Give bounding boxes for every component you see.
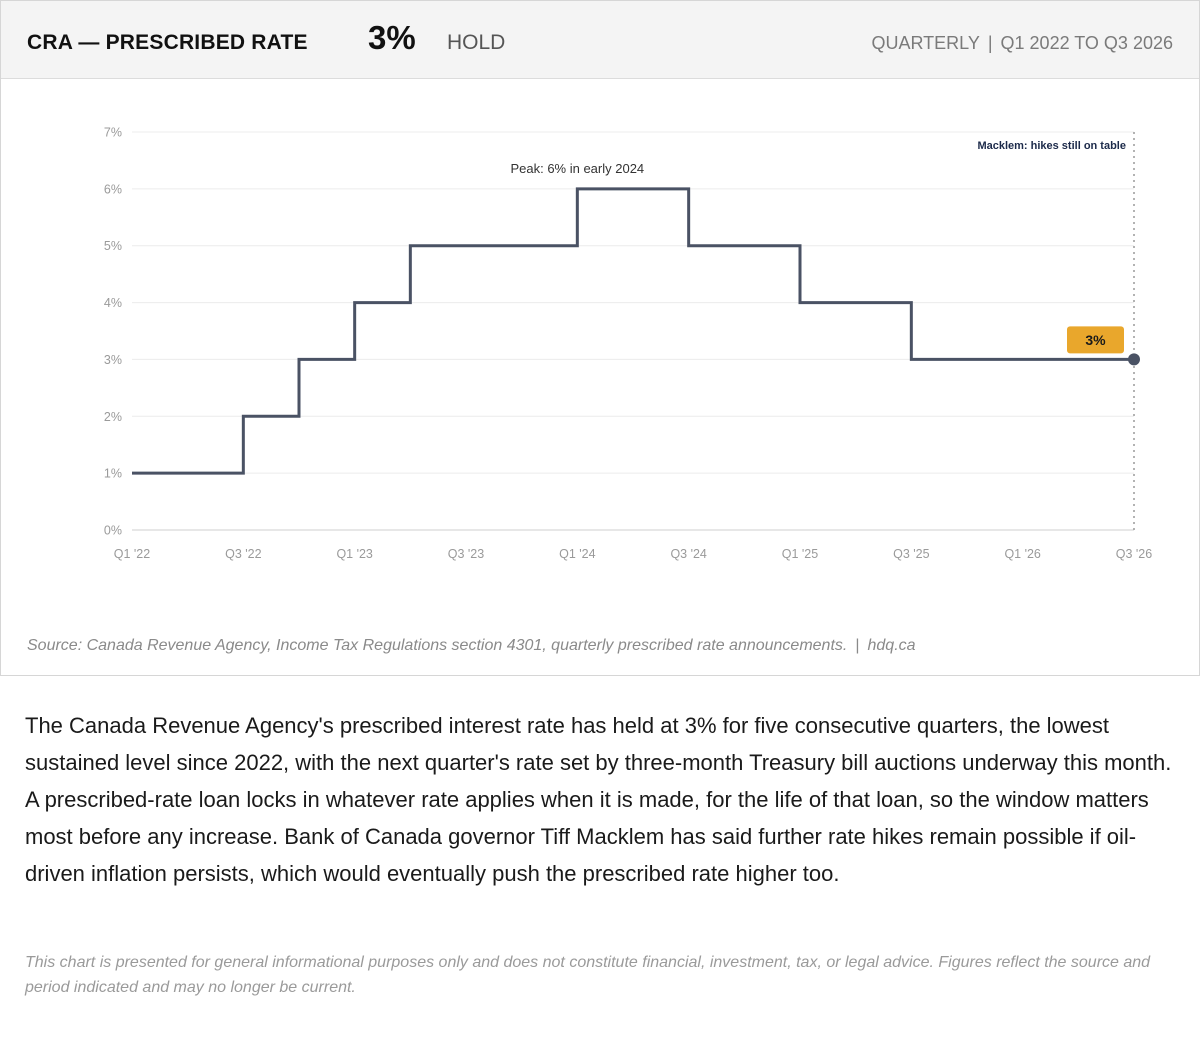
rate-step-chart: 0% 1% 2% 3% 4% 5% 6% 7% Q1 '22 Q3 '22 Q1 '23 Q3 '23… — [104, 126, 1152, 562]
y-tick-label: 1% — [104, 467, 122, 481]
y-tick-label: 4% — [104, 296, 122, 310]
x-tick-label: Q1 '22 — [114, 547, 150, 561]
separator: | — [987, 33, 993, 53]
x-tick-label: Q3 '26 — [1116, 547, 1152, 561]
source-text: Source: Canada Revenue Agency, Income Ta… — [27, 637, 848, 654]
x-tick-label: Q1 '23 — [336, 547, 372, 561]
y-tick-label: 0% — [104, 524, 122, 538]
source-note: Source: Canada Revenue Agency, Income Ta… — [27, 637, 916, 655]
source-site: hdq.ca — [867, 637, 916, 654]
last-value-label: 3% — [1085, 332, 1106, 348]
peak-annotation: Peak: 6% in early 2024 — [510, 161, 644, 176]
current-rate-value: 3% — [368, 19, 416, 56]
rate-status: HOLD — [447, 31, 506, 54]
x-tick-label: Q3 '23 — [448, 547, 484, 561]
y-tick-label: 2% — [104, 410, 122, 424]
marker-label: Macklem: hikes still on table — [977, 140, 1126, 152]
last-value-badge — [1067, 326, 1124, 354]
y-tick-label: 5% — [104, 239, 122, 253]
frequency-label: QUARTERLY — [871, 33, 980, 53]
last-point — [1128, 353, 1140, 366]
x-tick-label: Q1 '26 — [1004, 547, 1040, 561]
period-label: Q1 2022 TO Q3 2026 — [1000, 33, 1173, 53]
y-tick-label: 6% — [104, 182, 122, 196]
disclaimer: This chart is presented for general info… — [25, 954, 1151, 996]
x-tick-label: Q3 '24 — [670, 547, 706, 561]
chart-card: CRA — PRESCRIBED RATE 3% HOLD QUARTERLY |… — [0, 0, 1200, 676]
article-paragraph: The Canada Revenue Agency's prescribed i… — [25, 713, 1172, 886]
period-info: QUARTERLY | Q1 2022 TO Q3 2026 — [871, 33, 1173, 54]
chart-title: CRA — PRESCRIBED RATE — [27, 31, 308, 54]
x-tick-label: Q1 '24 — [559, 547, 595, 561]
x-tick-label: Q1 '25 — [782, 547, 818, 561]
rate-series-line — [132, 187, 1134, 475]
x-tick-label: Q3 '22 — [225, 547, 261, 561]
y-tick-label: 3% — [104, 353, 122, 367]
chart-header: CRA — PRESCRIBED RATE 3% HOLD QUARTERLY |… — [1, 1, 1199, 79]
x-tick-label: Q3 '25 — [893, 547, 929, 561]
source-separator: | — [855, 637, 860, 654]
y-tick-label: 7% — [104, 126, 122, 140]
